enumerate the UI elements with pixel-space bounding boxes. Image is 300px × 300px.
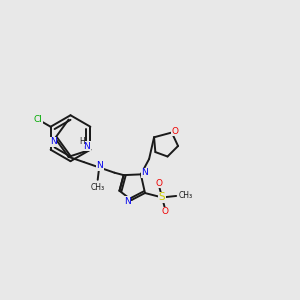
Text: CH₃: CH₃ [178, 191, 193, 200]
Text: N: N [96, 161, 103, 170]
Text: O: O [156, 179, 163, 188]
Text: H: H [79, 137, 85, 146]
Text: CH₃: CH₃ [91, 183, 105, 192]
Text: O: O [161, 207, 169, 216]
Text: Cl: Cl [34, 115, 43, 124]
Text: N: N [142, 168, 148, 177]
Text: N: N [83, 142, 90, 151]
Text: N: N [50, 137, 57, 146]
Text: O: O [171, 127, 178, 136]
Text: S: S [159, 192, 165, 203]
Text: N: N [124, 197, 131, 206]
